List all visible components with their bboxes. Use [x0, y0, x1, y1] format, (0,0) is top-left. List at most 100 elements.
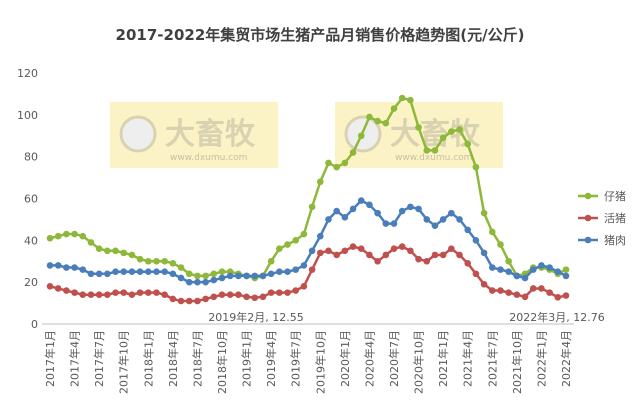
data-point: [54, 262, 62, 269]
data-point: [464, 226, 472, 234]
data-point: [554, 268, 562, 276]
data-point: [497, 241, 504, 248]
data-point: [316, 232, 324, 240]
data-point: [194, 278, 201, 286]
data-point: [538, 285, 545, 292]
data-point: [177, 264, 185, 271]
data-point: [439, 134, 447, 142]
data-point: [292, 237, 300, 244]
data-point: [398, 243, 406, 250]
data-point: [284, 241, 291, 248]
data-point: [448, 245, 455, 252]
data-point: [202, 272, 209, 280]
data-point: [357, 245, 365, 252]
data-point: [505, 257, 512, 265]
data-point: [366, 201, 373, 209]
x-tick-label: 2017年10月: [117, 330, 131, 394]
data-point: [448, 128, 455, 135]
legend-marker: [584, 214, 592, 222]
y-tick-label: 60: [24, 193, 38, 206]
data-point: [472, 237, 480, 244]
data-point: [218, 291, 226, 299]
data-point: [169, 260, 177, 267]
x-tick-label: 2017年7月: [92, 330, 106, 387]
legend-marker: [584, 192, 592, 200]
data-point: [79, 266, 87, 273]
data-point: [79, 232, 87, 240]
legend-label: 活猪: [604, 212, 626, 225]
x-tick-label: 2018年10月: [215, 330, 229, 394]
data-point: [398, 94, 406, 102]
data-point: [374, 257, 381, 265]
data-point: [480, 209, 488, 217]
data-point: [185, 297, 193, 305]
data-point: [153, 268, 160, 276]
x-tick-label: 2017年1月: [43, 330, 57, 387]
x-tick-label: 2018年4月: [166, 330, 180, 387]
data-point: [505, 268, 512, 276]
data-point: [456, 251, 463, 259]
data-point: [267, 289, 275, 296]
data-point: [480, 280, 488, 288]
data-point: [71, 230, 78, 238]
data-point: [488, 228, 496, 236]
data-point: [259, 272, 267, 280]
data-point: [357, 132, 365, 140]
data-point: [136, 268, 144, 276]
data-point: [513, 291, 521, 299]
data-point: [169, 295, 177, 303]
x-tick-label: 2018年1月: [141, 330, 155, 387]
data-point: [374, 117, 381, 125]
y-tick-label: 40: [24, 234, 38, 247]
data-point: [325, 247, 332, 255]
data-point: [431, 222, 439, 229]
data-point: [144, 268, 152, 276]
x-tick-label: 2021年7月: [485, 330, 499, 387]
data-point: [136, 255, 144, 263]
watermark-logo: [119, 115, 157, 153]
data-point: [488, 264, 496, 271]
data-point: [153, 257, 160, 265]
data-point: [71, 289, 78, 296]
data-point: [538, 262, 545, 269]
data-point: [292, 287, 300, 294]
data-point: [349, 149, 357, 156]
data-point: [210, 293, 218, 301]
data-point: [407, 203, 414, 211]
data-point: [349, 205, 357, 213]
x-tick-label: 2018年7月: [190, 330, 204, 387]
data-point: [161, 257, 168, 265]
data-point: [161, 291, 168, 299]
data-point: [210, 276, 218, 284]
legend-marker: [584, 236, 592, 244]
data-point: [292, 266, 300, 273]
data-point: [276, 268, 283, 276]
data-point: [382, 251, 390, 259]
data-point: [390, 105, 398, 112]
data-point: [267, 257, 275, 265]
data-point: [202, 295, 209, 303]
data-point: [546, 264, 553, 271]
data-point: [79, 291, 87, 299]
data-point: [390, 245, 398, 252]
data-point: [87, 291, 95, 299]
data-point: [456, 216, 463, 223]
data-point: [136, 289, 144, 296]
data-point: [349, 243, 357, 250]
data-point: [341, 214, 349, 221]
data-point: [415, 205, 422, 213]
series-line: [50, 199, 567, 284]
data-point: [243, 272, 250, 280]
data-point: [235, 291, 242, 299]
data-point: [488, 287, 496, 294]
data-point: [235, 272, 242, 280]
data-point: [415, 124, 422, 131]
x-tick-label: 2019年4月: [264, 330, 278, 387]
data-point: [423, 216, 431, 223]
watermark-url: www.dxumu.com: [395, 153, 472, 163]
data-point: [128, 268, 136, 276]
data-point: [325, 216, 332, 223]
data-point: [210, 270, 218, 278]
data-point: [226, 291, 234, 299]
data-point: [194, 272, 201, 280]
